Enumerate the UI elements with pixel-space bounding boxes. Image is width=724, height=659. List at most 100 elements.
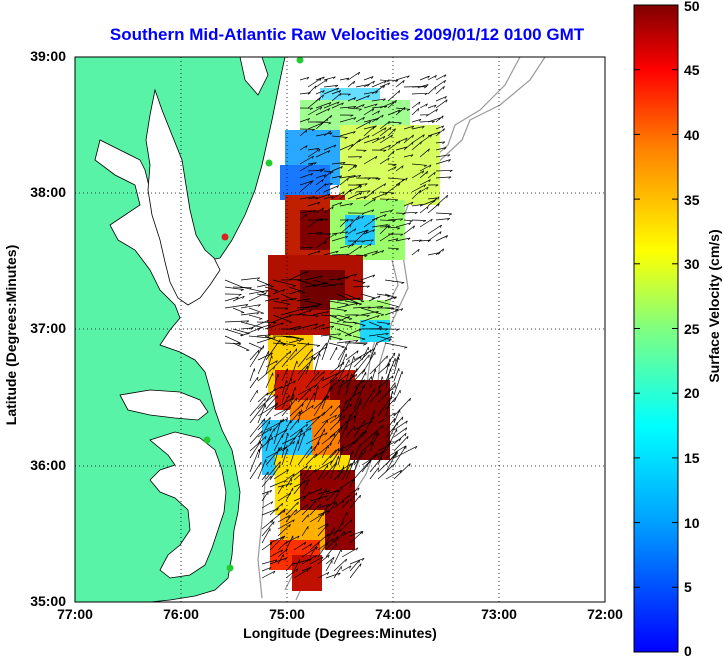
- velocity-arrow: [427, 74, 437, 81]
- velocity-arrow: [385, 416, 404, 438]
- velocity-arrow: [265, 446, 282, 466]
- colorbar-tick-label: 45: [684, 62, 700, 78]
- velocity-arrow-head: [391, 375, 394, 379]
- velocity-arrow-head: [407, 237, 411, 241]
- velocity-arrow-head: [341, 102, 344, 106]
- velocity-arrow-head: [331, 538, 334, 542]
- velocity-arrow: [385, 450, 398, 473]
- velocity-arrow-head: [289, 483, 293, 486]
- velocity-arrow: [385, 469, 402, 480]
- velocity-arrow: [305, 442, 320, 459]
- velocity-arrow-head: [372, 191, 375, 195]
- velocity-arrow: [309, 495, 328, 502]
- velocity-arrow-head: [343, 530, 346, 535]
- velocity-arrow-head: [417, 108, 420, 112]
- velocity-arrow: [224, 279, 244, 288]
- velocity-arrow-head: [261, 430, 263, 434]
- velocity-arrow-head: [297, 535, 300, 539]
- x-tick-label: 73:00: [481, 606, 517, 622]
- velocity-arrow: [363, 243, 372, 249]
- velocity-arrow-head: [446, 195, 448, 199]
- velocity-arrow: [309, 500, 317, 509]
- velocity-arrow: [288, 286, 306, 293]
- velocity-arrow-head: [281, 322, 284, 326]
- velocity-arrow-head: [371, 76, 374, 80]
- velocity-arrow: [325, 501, 337, 516]
- velocity-arrow: [289, 342, 310, 361]
- velocity-arrow-head: [422, 170, 425, 174]
- velocity-arrow: [419, 103, 428, 109]
- velocity-arrow: [371, 98, 386, 102]
- velocity-arrow: [427, 86, 437, 95]
- velocity-arrow-head: [376, 137, 380, 141]
- velocity-arrow-head: [381, 114, 384, 118]
- y-tick-label: 37:00: [30, 320, 66, 336]
- velocity-arrow-head: [338, 90, 342, 94]
- velocity-arrow-head: [355, 373, 358, 378]
- velocity-arrow-head: [315, 554, 318, 558]
- velocity-arrow-head: [393, 412, 396, 416]
- velocity-arrow-head: [433, 171, 436, 176]
- velocity-arrow-head: [336, 489, 339, 493]
- velocity-arrow: [345, 450, 353, 473]
- velocity-arrow-head: [439, 231, 442, 235]
- velocity-arrow-head: [400, 233, 404, 236]
- velocity-arrow-head: [321, 207, 324, 211]
- velocity-arrow-head: [400, 308, 404, 312]
- velocity-arrow-head: [326, 118, 329, 122]
- velocity-arrow-head: [271, 355, 273, 359]
- velocity-arrow: [309, 556, 324, 565]
- velocity-arrow-head: [384, 214, 387, 218]
- velocity-arrow: [315, 118, 329, 130]
- velocity-arrow: [379, 126, 392, 137]
- velocity-arrow: [313, 419, 328, 438]
- velocity-arrow: [353, 420, 366, 438]
- velocity-arrow: [337, 347, 347, 368]
- velocity-arrow: [257, 351, 269, 375]
- velocity-arrow: [307, 78, 322, 88]
- velocity-arrow-head: [271, 519, 274, 524]
- velocity-arrow-head: [430, 218, 433, 222]
- pamlico-sound: [149, 431, 227, 579]
- velocity-arrow: [269, 549, 283, 558]
- velocity-arrow: [269, 464, 281, 481]
- velocity-arrow: [289, 465, 308, 480]
- velocity-arrow-head: [238, 343, 242, 346]
- velocity-arrow: [293, 559, 301, 572]
- colorbar-tick-label: 0: [684, 643, 692, 659]
- velocity-arrow: [272, 288, 285, 295]
- colorbar-label: Surface Velocity (cm/s): [706, 229, 722, 383]
- velocity-arrow-head: [335, 543, 338, 547]
- velocity-arrow-head: [321, 556, 324, 560]
- velocity-arrow-head: [306, 569, 309, 572]
- velocity-arrow-head: [448, 176, 452, 179]
- velocity-arrow: [317, 571, 330, 579]
- velocity-arrow-head: [246, 320, 250, 323]
- velocity-arrow: [285, 473, 295, 481]
- velocity-arrow: [403, 219, 413, 222]
- velocity-arrow: [232, 328, 250, 334]
- velocity-arrow-head: [273, 366, 276, 370]
- velocity-arrow: [240, 327, 261, 337]
- velocity-arrow: [344, 328, 362, 337]
- velocity-arrow-head: [356, 547, 359, 551]
- velocity-arrow: [345, 460, 355, 480]
- velocity-arrow: [307, 148, 321, 158]
- velocity-arrow-head: [282, 343, 286, 346]
- velocity-arrow-head: [401, 282, 405, 285]
- velocity-arrow: [264, 286, 278, 292]
- velocity-arrow-head: [355, 302, 359, 306]
- velocity-arrow-head: [388, 144, 391, 148]
- velocity-arrow-head: [367, 177, 371, 180]
- velocity-arrow-head: [329, 442, 332, 447]
- velocity-arrow: [317, 507, 327, 523]
- velocity-arrow: [313, 353, 320, 375]
- velocity-arrow-head: [327, 524, 329, 528]
- velocity-arrow-head: [380, 314, 384, 316]
- velocity-arrow: [285, 508, 297, 523]
- velocity-arrow: [360, 310, 379, 316]
- velocity-arrow-head: [236, 296, 239, 300]
- velocity-arrow: [261, 489, 272, 495]
- velocity-arrow-head: [273, 394, 276, 398]
- velocity-arrow: [379, 209, 393, 214]
